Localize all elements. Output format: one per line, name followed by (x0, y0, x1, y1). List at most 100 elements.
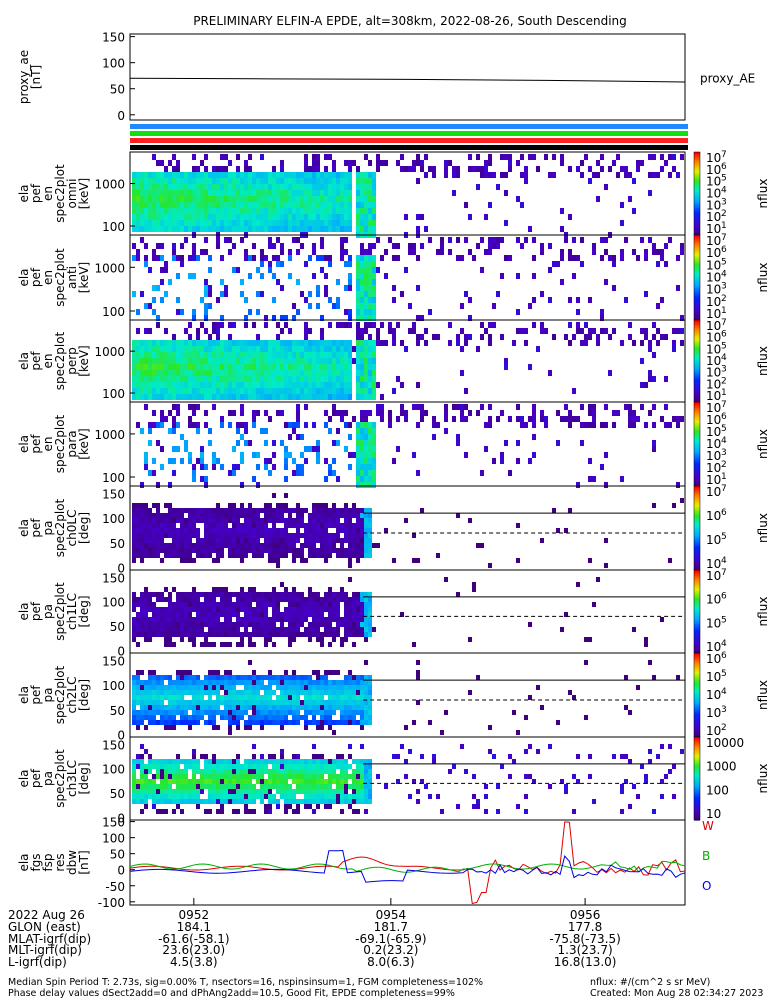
cell (192, 523, 196, 528)
cell (284, 592, 288, 597)
cell (452, 172, 456, 178)
cell (196, 328, 200, 334)
cell (488, 334, 492, 340)
cell (224, 675, 228, 680)
cell (244, 784, 248, 789)
cell (200, 754, 204, 759)
cell (208, 622, 212, 627)
cell (208, 220, 212, 226)
cell (372, 172, 376, 178)
cell (172, 700, 176, 705)
cell (296, 190, 300, 196)
colorbar-cell (694, 688, 700, 692)
cell (216, 166, 220, 172)
cell (224, 184, 228, 190)
cell (168, 710, 172, 715)
ylabel-line: ela (17, 268, 31, 286)
colorbar-cell (694, 517, 700, 521)
cell (336, 196, 340, 202)
cell (260, 220, 264, 226)
cell (228, 705, 232, 710)
cell (312, 705, 316, 710)
cell (248, 255, 252, 261)
cell (296, 695, 300, 700)
cell (268, 804, 272, 809)
cell (172, 715, 176, 720)
cell (184, 184, 188, 190)
cell (268, 503, 272, 508)
cell (196, 214, 200, 220)
cell (204, 523, 208, 528)
cell (240, 769, 244, 774)
cell (452, 416, 456, 422)
cell (340, 685, 344, 690)
cell (148, 196, 152, 202)
cell (384, 528, 388, 533)
cell (176, 597, 180, 602)
cell (360, 309, 364, 315)
cell (260, 190, 264, 196)
colorbar-cell (694, 563, 700, 567)
cell (652, 243, 656, 249)
cell (372, 243, 376, 249)
cell (308, 382, 312, 388)
cell (160, 394, 164, 400)
cell (356, 602, 360, 607)
cell (464, 416, 468, 422)
colorbar-cell (694, 623, 700, 627)
cell (316, 725, 320, 730)
colorbar-cell (694, 395, 700, 399)
cell (232, 370, 236, 376)
cell (200, 196, 204, 202)
cell (244, 172, 248, 178)
cell (288, 394, 292, 400)
cell (228, 632, 232, 637)
cell (204, 513, 208, 518)
cell (140, 364, 144, 370)
cell (568, 214, 572, 220)
cell (320, 255, 324, 261)
cell (200, 705, 204, 710)
cell (200, 376, 204, 382)
cell (188, 452, 192, 458)
colorbar-cell (694, 406, 700, 409)
colorbar-cell (694, 661, 700, 665)
cell (372, 267, 376, 273)
colorbar-cell (694, 469, 700, 472)
cell (364, 695, 368, 700)
cell (136, 759, 140, 764)
cell (276, 279, 280, 285)
cell (208, 675, 212, 680)
cell (368, 592, 372, 597)
cell (260, 627, 264, 632)
cell (180, 637, 184, 642)
colorbar-cell (694, 191, 700, 195)
cell (148, 607, 152, 612)
colorbar-cell (694, 266, 700, 270)
cell (132, 675, 136, 680)
cell (152, 675, 156, 680)
cell (228, 789, 232, 794)
cell (432, 416, 436, 422)
cell (172, 612, 176, 617)
cell (164, 370, 168, 376)
cell (620, 340, 624, 346)
cell (252, 592, 256, 597)
cell (364, 190, 368, 196)
cell (152, 804, 156, 809)
cell (352, 503, 356, 508)
cell (288, 700, 292, 705)
cell (160, 416, 164, 422)
cell (332, 172, 336, 178)
colorbar-cell (694, 189, 700, 193)
cell (672, 166, 676, 172)
cell (236, 675, 240, 680)
colorbar-cell (694, 650, 700, 654)
cell (256, 220, 260, 226)
cell (212, 690, 216, 695)
cell (300, 452, 304, 458)
cell (236, 440, 240, 446)
cell (236, 538, 240, 543)
cell (300, 700, 304, 705)
